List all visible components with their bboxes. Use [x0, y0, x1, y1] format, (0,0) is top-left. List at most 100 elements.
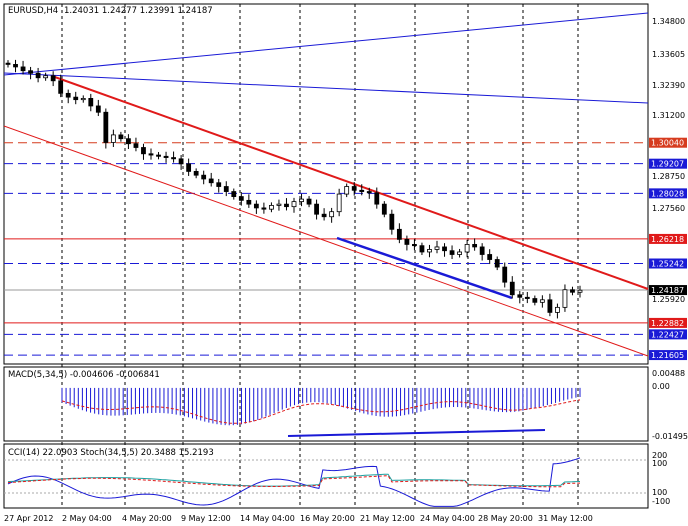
candle-body [163, 155, 169, 158]
candle-body [291, 201, 297, 208]
time-label: 14 May 04:00 [240, 514, 295, 523]
candle-body [201, 174, 207, 180]
candle-body [419, 245, 425, 253]
candle-body [269, 204, 274, 210]
red-channel-bottom-line [3, 125, 649, 357]
time-label: 21 May 12:00 [360, 514, 415, 523]
candle-body [43, 75, 49, 79]
level-tag-label: 1.25242 [651, 260, 684, 269]
candle-body [253, 203, 259, 209]
price-axis-label: 1.34800 [652, 17, 685, 26]
price-axis-label: 1.25920 [652, 295, 685, 304]
macd-divergence-line[interactable] [287, 429, 546, 437]
candle-body [193, 171, 199, 176]
level-tag-box [649, 158, 687, 169]
stoch-axis-label: 100 [652, 488, 667, 497]
candle-body [299, 198, 304, 203]
level-tag-box [649, 329, 687, 340]
macd-title: MACD(5,34,5) -0.004606 -0.006841 [8, 370, 160, 380]
candle-body [464, 244, 470, 253]
cci-stoch-pane[interactable] [3, 443, 649, 509]
candle-body [28, 70, 33, 74]
stoch-axis-label: 100 [652, 459, 667, 468]
macd-axis-label: 0.00488 [652, 369, 685, 378]
price-axis-label: 1.33605 [652, 50, 685, 59]
candle-body [562, 289, 568, 308]
candle-body [472, 244, 478, 248]
candle-body [547, 299, 553, 313]
trendlines[interactable] [3, 12, 649, 357]
candle-body [314, 203, 319, 215]
price-axis-label: 1.32390 [652, 81, 685, 90]
candle-body [539, 299, 545, 303]
candle-body [532, 298, 538, 303]
candle-body [321, 213, 327, 218]
time-label: 4 May 20:00 [122, 514, 172, 523]
candle-body [487, 254, 493, 260]
candle-body [133, 143, 139, 148]
candle-body [284, 203, 289, 208]
macd-axis-label: -0.01495 [652, 432, 688, 441]
candle-body [509, 281, 515, 296]
level-tag-label: 1.22427 [651, 330, 684, 339]
stoch-axis: 200 100 100 -100 [652, 451, 670, 506]
level-tag-box [649, 137, 687, 148]
price-axis-label: 1.31200 [652, 111, 685, 120]
candle-body [577, 289, 583, 293]
candle-body [208, 178, 214, 184]
macd-axis-label: 0.00 [652, 382, 670, 391]
level-tag-box [649, 258, 687, 269]
time-label: 2 May 04:00 [62, 514, 112, 523]
time-label: 27 Apr 2012 [4, 514, 53, 523]
price-axis-label: 1.28750 [652, 172, 685, 181]
candle-body [238, 196, 244, 201]
candle-body [502, 266, 508, 283]
ohlc-values: 1.24031 1.24277 1.23991 1.24187 [64, 6, 213, 16]
candle-body [336, 193, 342, 213]
macd-signal-line [61, 399, 581, 424]
time-label: 9 May 12:00 [181, 514, 231, 523]
candle-body [517, 294, 523, 298]
cci-line [7, 457, 581, 507]
candle-body [50, 75, 56, 82]
price-axis-label: 1.27560 [652, 204, 685, 213]
level-tags: 1.30040 1.29207 1.28028 1.26218 1.25242 1.241… [649, 137, 687, 361]
candle-body [246, 199, 252, 205]
candle-body [261, 207, 267, 210]
candle-body [366, 191, 372, 194]
candle-body [110, 134, 116, 143]
level-tag-label: 1.24187 [651, 286, 684, 295]
candle-body [65, 92, 71, 98]
candle-body [389, 213, 395, 230]
stoch-signal-line [7, 475, 581, 488]
time-label: 16 May 20:00 [300, 514, 355, 523]
candle-body [374, 192, 380, 205]
level-tag-label: 1.22882 [651, 319, 684, 328]
candle-body [457, 251, 462, 255]
level-tag-label: 1.28028 [651, 189, 684, 198]
candle-body [396, 228, 402, 240]
main-title: EURUSD,H4 1.24031 1.24277 1.23991 1.2418… [8, 6, 213, 16]
red-channel-top-line [51, 75, 649, 290]
level-tag-label: 1.29207 [651, 160, 684, 169]
horizontal-levels [4, 142, 648, 356]
candle-body [494, 259, 500, 268]
level-tag-box [649, 350, 687, 361]
main-price-pane[interactable] [3, 3, 649, 365]
level-tag-label: 1.30040 [651, 139, 684, 148]
blue-support-line [336, 236, 513, 300]
level-tag-box [649, 317, 687, 328]
blue-upper-trendline [3, 12, 649, 76]
stoch-axis-label: -100 [652, 497, 670, 506]
candle-body [442, 246, 447, 252]
candle-body [570, 289, 575, 293]
level-tag-box [649, 285, 687, 296]
candle-body [88, 98, 94, 107]
candle-body [344, 186, 350, 195]
candle-body [118, 134, 124, 140]
candle-body [223, 186, 229, 192]
candle-body [171, 157, 176, 160]
candle-body [427, 249, 432, 253]
level-tag-label: 1.21605 [651, 351, 684, 360]
